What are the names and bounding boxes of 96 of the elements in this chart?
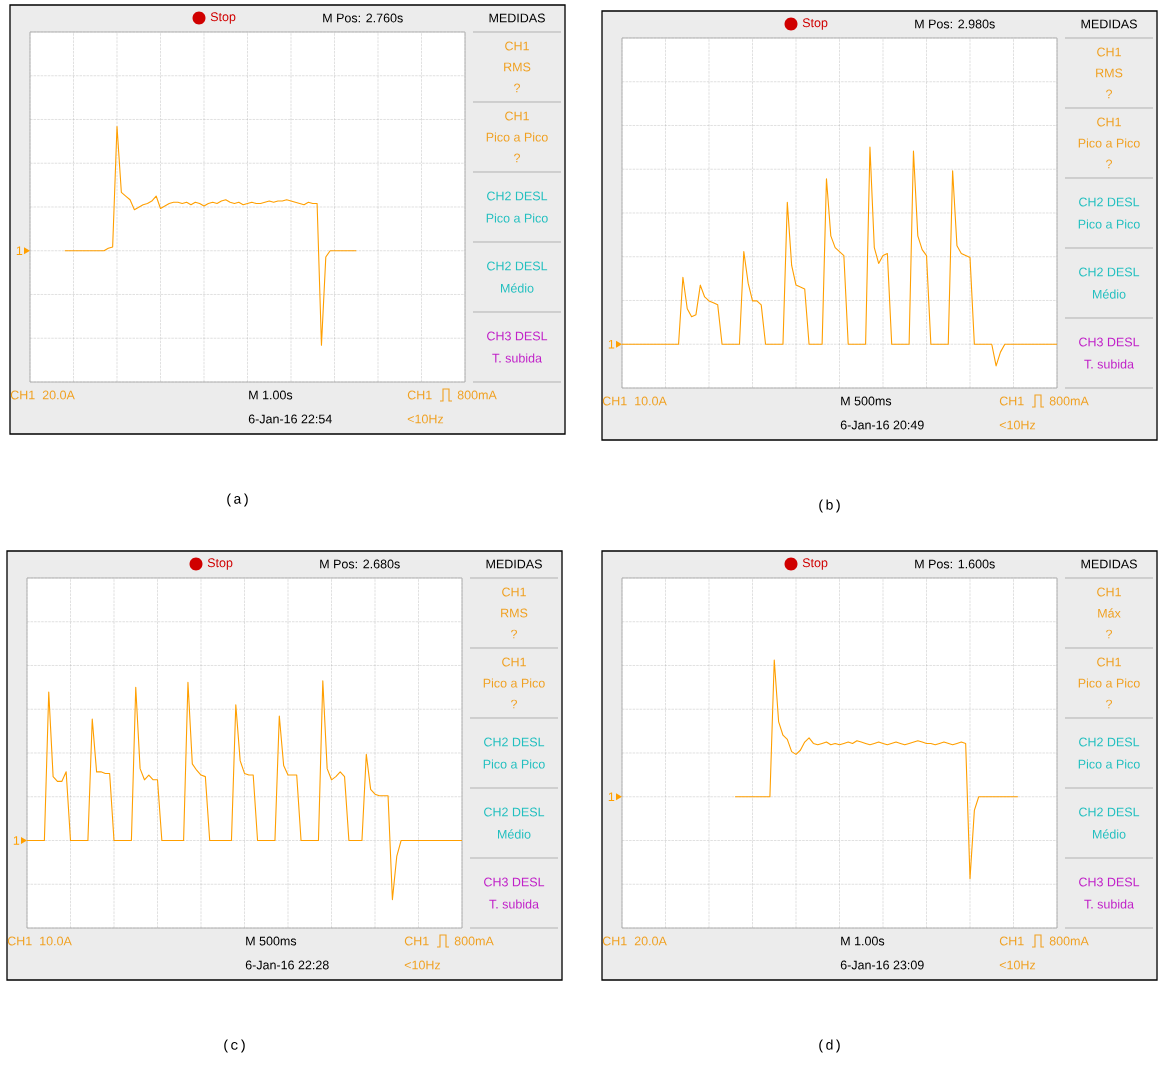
text: 10.0A (40, 936, 72, 946)
text: CH3 DESL (1079, 877, 1140, 887)
text: CH1 (7, 936, 32, 946)
text: ? (1106, 159, 1113, 169)
text: CH1 (505, 41, 529, 51)
text: <10Hz (999, 960, 1036, 970)
text: 1 (13, 836, 20, 845)
text: Pico a Pico (483, 678, 545, 688)
text: Médio (501, 283, 534, 293)
text: CH2 DESL (487, 261, 548, 271)
text: <10Hz (999, 420, 1036, 430)
text: Médio (1093, 829, 1126, 839)
text: 800mA (454, 936, 494, 946)
text: RMS (501, 608, 528, 618)
text: CH1 (1097, 47, 1121, 57)
text: 1 (608, 792, 615, 802)
text: 6-Jan-16 20:49 (840, 420, 924, 430)
text: CH1 (404, 936, 429, 946)
text: Pico a Pico (1078, 678, 1140, 688)
text: (b) (819, 499, 840, 513)
text: Pico a Pico (486, 213, 548, 223)
text: CH1 (1097, 657, 1121, 667)
text: (d) (819, 1039, 840, 1053)
text: 6-Jan-16 22:54 (248, 414, 332, 424)
text: Pico a Pico (483, 759, 545, 769)
text: M Pos: 1.600s (915, 559, 995, 569)
text: RMS (1096, 68, 1123, 78)
text: CH1 (505, 111, 529, 121)
text: M 1.00s (841, 936, 885, 946)
text: CH2 DESL (1079, 807, 1140, 817)
text: ? (511, 629, 518, 639)
text: 1 (608, 339, 615, 349)
text: CH1 (502, 587, 526, 597)
text: CH2 DESL (484, 737, 545, 747)
text: CH2 DESL (1079, 267, 1140, 277)
text: MEDIDAS (486, 559, 542, 569)
text: Médio (498, 829, 531, 839)
text: ? (1106, 89, 1113, 99)
text: T. subida (489, 899, 539, 909)
text: MEDIDAS (1081, 559, 1137, 569)
text: ? (511, 699, 518, 709)
text: Pico a Pico (1078, 219, 1140, 229)
text: 800mA (1049, 936, 1089, 946)
text: CH3 DESL (484, 877, 545, 887)
text: Stop (207, 558, 233, 570)
text: (a) (227, 493, 248, 507)
text: CH1 (602, 936, 627, 946)
text: ? (514, 153, 521, 163)
text: (c) (224, 1039, 245, 1053)
text: Stop (802, 18, 828, 30)
text: M Pos: 2.680s (320, 559, 400, 569)
text: ? (1106, 629, 1113, 639)
text: CH2 DESL (487, 191, 548, 201)
text: M 500ms (841, 396, 892, 406)
text: <10Hz (407, 414, 444, 424)
text: 1 (16, 246, 23, 256)
text: T. subida (492, 353, 542, 363)
text: 10.0A (635, 396, 667, 406)
text: CH1 (999, 936, 1024, 946)
text: CH2 DESL (484, 807, 545, 817)
text: 20.0A (634, 936, 667, 946)
text: T. subida (1084, 899, 1135, 909)
text: CH3 DESL (487, 331, 548, 341)
text: CH1 (1097, 587, 1121, 597)
text: 6-Jan-16 22:28 (245, 960, 329, 970)
text: T. subida (1084, 359, 1135, 369)
text: M Pos: 2.760s (323, 13, 403, 23)
text: MEDIDAS (1081, 19, 1137, 29)
text: 6-Jan-16 23:09 (840, 960, 924, 970)
text: ? (1106, 699, 1113, 709)
text: 800mA (457, 390, 497, 400)
text: CH1 (1097, 117, 1121, 127)
text: CH1 (407, 390, 432, 400)
text: Stop (802, 558, 828, 570)
text: M 500ms (246, 936, 297, 946)
text: Stop (210, 12, 236, 24)
text: 20.0A (42, 390, 75, 400)
text: MEDIDAS (489, 13, 545, 23)
text: Pico a Pico (1078, 759, 1140, 769)
text: CH1 (10, 390, 35, 400)
text: Máx (1098, 608, 1121, 618)
text: CH3 DESL (1079, 337, 1140, 347)
text: 800mA (1049, 396, 1089, 406)
text: Pico a Pico (486, 132, 548, 142)
text: CH2 DESL (1079, 737, 1140, 747)
text: Médio (1093, 289, 1126, 299)
text: <10Hz (404, 960, 441, 970)
text: CH1 (502, 657, 526, 667)
text: CH1 (999, 396, 1024, 406)
text: M 1.00s (249, 390, 293, 400)
text: M Pos: 2.980s (915, 19, 995, 29)
text: RMS (504, 62, 531, 72)
text: Pico a Pico (1078, 138, 1140, 148)
text: CH2 DESL (1079, 197, 1140, 207)
text: ? (514, 83, 521, 93)
text: CH1 (602, 396, 627, 406)
